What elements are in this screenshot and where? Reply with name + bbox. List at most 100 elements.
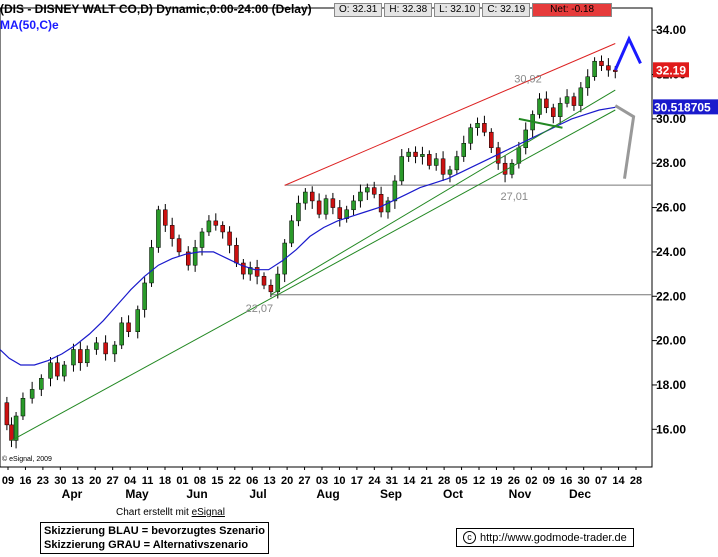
y-tick-label: 22.00 [656,289,686,303]
website-box[interactable]: c http://www.godmode-trader.de [456,528,634,547]
candle-body [309,191,315,202]
candle-body [84,349,90,364]
x-day-label: 09 [2,475,14,487]
y-tick-label: 16.00 [656,422,686,436]
scenario-legend: Skizzierung BLAU = bevorzugtes Szenario … [40,522,269,554]
x-month-label: Apr [62,487,83,501]
x-day-label: 30 [54,475,66,487]
candle-body [241,262,246,275]
candle-body [564,96,570,104]
x-day-label: 05 [455,475,467,487]
annotation-high: 30,92 [514,73,542,85]
candle-body [344,209,349,219]
x-day-label: 13 [72,475,84,487]
candle-body [337,207,343,219]
website-url[interactable]: http://www.godmode-trader.de [480,531,627,544]
candle-body [351,200,356,211]
low-value: L: 32.10 [434,3,481,17]
annotation-low: 22,07 [246,303,274,315]
x-day-label: 12 [473,475,485,487]
x-day-label: 26 [508,475,520,487]
chart-title: (DIS - DISNEY WALT CO,D) Dynamic,0:00-24… [0,2,312,16]
candle-body [126,322,131,332]
support-trendline [270,89,616,296]
x-day-label: 22 [229,475,241,487]
candle-body [392,180,398,202]
candle-body [365,187,370,193]
candle-body [330,198,336,208]
y-tick-label: 18.00 [656,378,686,392]
x-day-label: 18 [159,475,171,487]
copyright-icon: c [463,531,476,544]
open-value: O: 32.31 [334,3,383,17]
candle-body [461,143,466,157]
candle-body [71,349,76,366]
resistance-trendline [284,43,616,186]
candle-body [78,349,83,364]
candle-body [427,154,432,166]
candle-body [220,225,225,233]
candle-body [156,209,161,248]
candle-body [169,225,175,239]
net-change-value: Net: -0.18 [532,3,613,17]
candle-body [261,276,267,286]
x-day-label: 14 [403,475,416,487]
x-day-label: 27 [107,475,119,487]
candle-body [475,123,480,128]
y-tick-label: 28.00 [656,156,686,170]
x-day-label: 28 [630,475,642,487]
candle-body [39,378,44,390]
candle-body [378,194,384,213]
candle-body [516,147,522,164]
x-day-label: 23 [37,475,49,487]
moving-average-line [0,106,616,366]
candle-body [296,202,301,222]
candle-body [489,131,494,148]
x-day-label: 16 [560,475,572,487]
candle-body [199,231,205,248]
esignal-link[interactable]: eSignal [191,507,225,518]
scenario-gray-path [614,104,636,179]
candle-body [176,238,182,253]
candle-body [206,220,212,233]
candle-body [551,107,556,117]
copyright-text: © eSignal, 2009 [2,456,52,463]
x-day-label: 08 [194,475,206,487]
candle-body [613,69,618,72]
plot-area [0,7,653,468]
scenario-blue-path [613,35,642,71]
candle-body [454,156,460,171]
candle-body [275,273,281,293]
x-day-label: 06 [246,475,258,487]
note-gray-scenario: Skizzierung GRAU = Alternativszenario [44,539,249,551]
candle-body [268,284,274,293]
x-month-label: Jun [186,487,207,501]
current-ma-label: 30.518705 [654,100,711,114]
candle-body [142,282,147,310]
x-day-label: 21 [421,475,433,487]
x-day-label: 20 [281,475,293,487]
candle-body [94,342,99,350]
candle-body [606,65,611,71]
close-value: C: 32.19 [482,3,531,17]
x-day-label: 07 [595,475,607,487]
candle-body [557,103,563,117]
pattern-trendline [518,117,563,129]
candle-body [544,98,549,109]
candle-body [103,342,108,355]
x-day-label: 02 [525,475,537,487]
x-month-label: Sep [380,487,402,501]
x-day-label: 27 [298,475,310,487]
note-blue-scenario: Skizzierung BLAU = bevorzugtes Szenario [44,525,265,537]
moving-average-label: MA(50,C)e [0,18,59,32]
y-tick-label: 34.00 [656,23,686,37]
annotation-mid: 27,01 [500,191,528,203]
candle-body [399,156,405,182]
candle-body [254,267,260,277]
x-day-label: 04 [124,475,137,487]
x-month-label: Nov [509,487,532,501]
x-day-label: 14 [612,475,625,487]
candle-body [523,129,528,148]
candle-body [9,424,14,441]
candle-body [433,158,439,166]
